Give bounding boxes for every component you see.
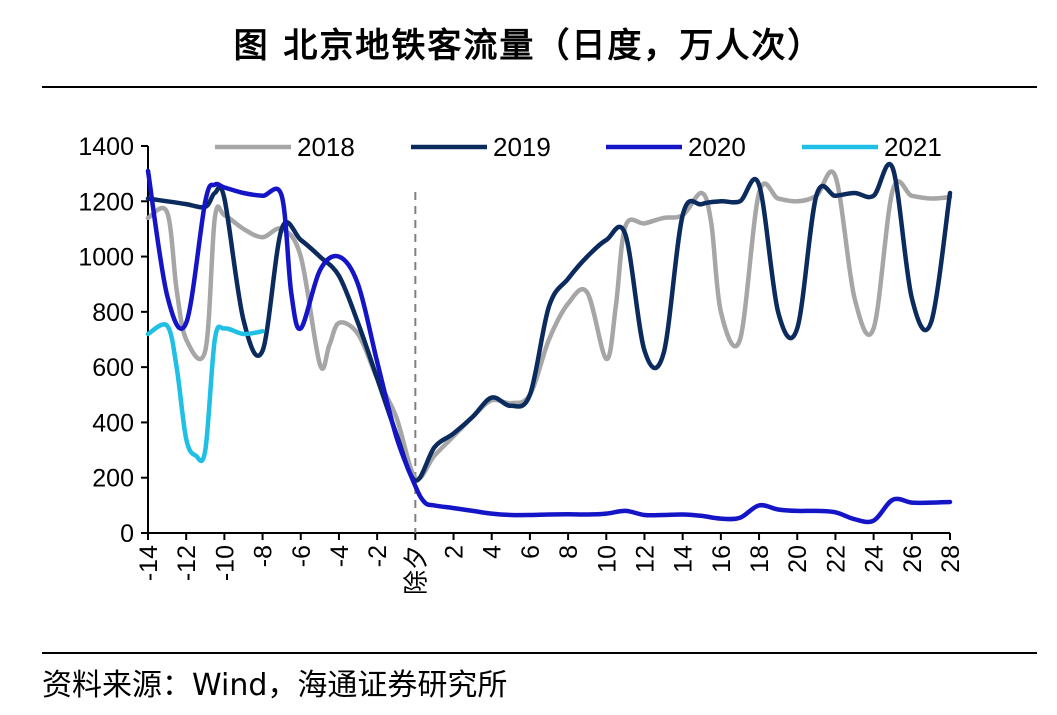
x-tick-label: 22	[822, 545, 850, 573]
y-tick-label: 600	[92, 354, 134, 382]
series-line-2020	[145, 168, 953, 525]
series-line-2021	[145, 322, 265, 464]
y-tick-label: 800	[92, 299, 134, 327]
chart-axes: 0 200 400 600 800 1000 1200 1400 -14 -12 -10 -8 -6 -4…	[78, 133, 965, 595]
x-tick-label: -2	[364, 545, 392, 567]
x-tick-label: 24	[861, 545, 889, 573]
y-tick-label: 1200	[78, 188, 134, 216]
y-tick-label: 400	[92, 409, 134, 437]
x-tick-label: 除夕	[402, 545, 430, 595]
source-rule	[42, 652, 1037, 654]
y-tick-label: 0	[120, 520, 134, 548]
x-tick-label: 12	[631, 545, 659, 573]
x-tick-label: 18	[746, 545, 774, 573]
y-tick-label: 200	[92, 465, 134, 493]
x-tick-label: 6	[517, 545, 545, 559]
legend-label-2019: 2019	[493, 132, 551, 162]
x-tick-label: 28	[937, 545, 965, 573]
y-tick-label: 1000	[78, 244, 134, 272]
x-tick-label: -14	[135, 545, 163, 581]
x-tick-label: -10	[211, 545, 239, 581]
series-line-2019	[145, 162, 953, 483]
x-tick-label: 14	[670, 545, 698, 573]
chart-legend: 2018 2019 2020 2021	[215, 132, 942, 162]
legend-label-2018: 2018	[297, 132, 355, 162]
x-tick-label: -4	[326, 545, 354, 567]
x-tick-label: 8	[555, 545, 583, 559]
legend-label-2020: 2020	[688, 132, 746, 162]
title-rule	[42, 86, 1037, 88]
source-note: 资料来源：Wind，海通证券研究所	[42, 668, 508, 703]
x-tick-label: 26	[899, 545, 927, 573]
x-tick-label: -6	[288, 545, 316, 567]
x-tick-label: -12	[173, 545, 201, 581]
x-tick-label: 10	[593, 545, 621, 573]
y-tick-label: 1400	[78, 133, 134, 161]
chart-lines	[145, 162, 953, 525]
x-tick-label: 20	[784, 545, 812, 573]
legend-label-2021: 2021	[884, 132, 942, 162]
chart-title: 图 北京地铁客流量（日度，万人次）	[233, 26, 824, 66]
x-tick-label: 4	[479, 545, 507, 559]
series-line-2018	[145, 169, 953, 482]
x-tick-label: -8	[250, 545, 278, 567]
x-tick-label: 16	[708, 545, 736, 573]
x-tick-label: 2	[441, 545, 469, 559]
